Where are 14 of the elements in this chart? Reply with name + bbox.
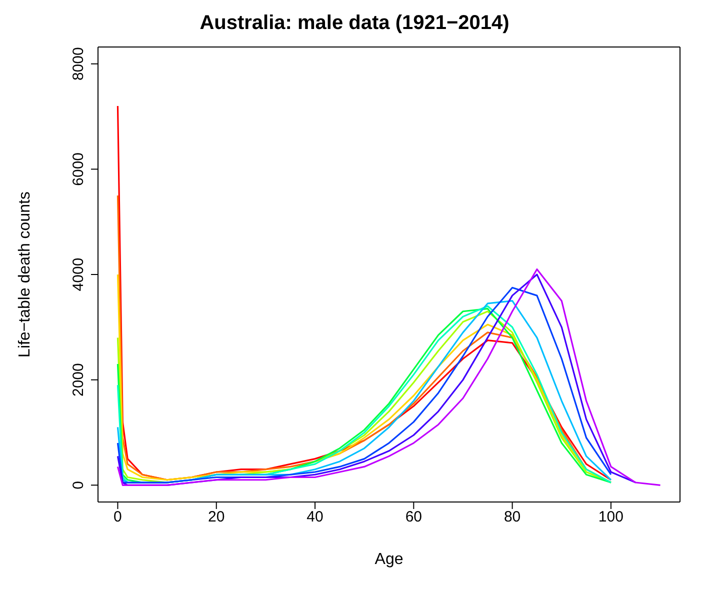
y-tick-label: 2000 [70, 363, 87, 397]
x-tick-label: 100 [598, 508, 624, 526]
y-tick-label: 8000 [70, 47, 87, 81]
x-axis-title: Age [374, 551, 404, 568]
x-tick-label: 60 [405, 508, 422, 526]
chart-title: Australia: male data (1921−2014) [198, 11, 510, 36]
x-tick-label: 40 [306, 508, 324, 526]
x-tick-label: 20 [208, 508, 225, 526]
y-tick-label: 6000 [70, 152, 87, 186]
x-tick-label: 0 [114, 508, 122, 526]
x-tick-label: 80 [504, 508, 521, 526]
y-tick-label: 0 [70, 480, 87, 490]
y-axis-title: Life−table death counts [16, 192, 34, 358]
y-tick-label: 4000 [70, 258, 87, 292]
